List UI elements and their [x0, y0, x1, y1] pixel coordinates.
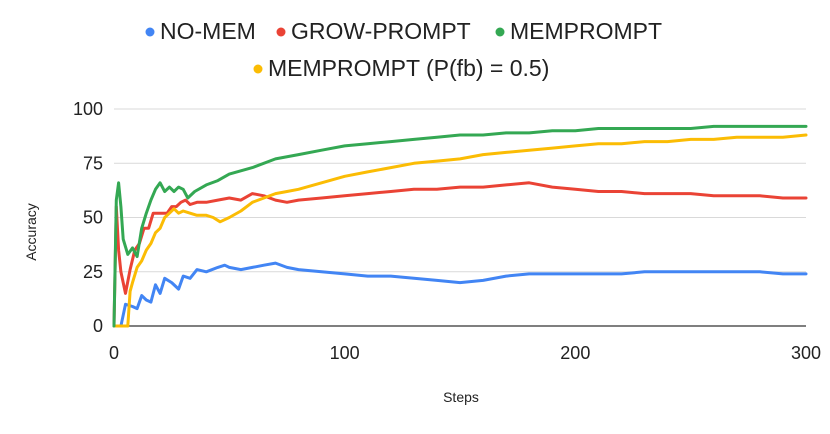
y-tick-label: 75: [83, 153, 103, 173]
y-tick-label: 25: [83, 262, 103, 282]
y-tick-label: 50: [83, 208, 103, 228]
legend-marker: [145, 27, 155, 37]
chart-gridlines: [114, 108, 806, 327]
legend-label: MEMPROMPT (P(fb) = 0.5): [268, 55, 549, 81]
chart-legend: NO-MEM GROW-PROMPT MEMPROMPT MEMPROMPT (P(f…: [145, 18, 662, 81]
x-tick-label: 100: [330, 343, 360, 363]
legend-item: NO-MEM: [145, 18, 256, 44]
plot-area: [112, 124, 808, 328]
legend-marker: [253, 64, 263, 74]
legend-label: NO-MEM: [160, 18, 256, 44]
legend-item: MEMPROMPT: [495, 18, 662, 44]
y-tick-label: 0: [93, 316, 103, 336]
legend-marker: [495, 27, 505, 37]
y-axis-label: Accuracy: [23, 203, 39, 261]
legend-marker: [276, 27, 286, 37]
y-axis-ticks: 0 25 50 75 100: [73, 99, 103, 336]
legend-label: GROW-PROMPT: [291, 18, 471, 44]
series-line-grow-prompt: [112, 181, 808, 328]
legend-item: GROW-PROMPT: [276, 18, 471, 44]
legend-label: MEMPROMPT: [510, 18, 662, 44]
x-tick-label: 200: [560, 343, 590, 363]
x-axis-ticks: 0 100 200 300: [109, 343, 821, 363]
x-tick-label: 0: [109, 343, 119, 363]
x-axis-label: Steps: [443, 389, 479, 405]
series-line-memprompt: [112, 124, 808, 328]
legend-item: MEMPROMPT (P(fb) = 0.5): [253, 55, 549, 81]
series-line-memprompt-p-fb-0-5: [112, 133, 808, 328]
x-tick-label: 300: [791, 343, 821, 363]
y-tick-label: 100: [73, 99, 103, 119]
series-line-no-mem: [112, 261, 808, 328]
